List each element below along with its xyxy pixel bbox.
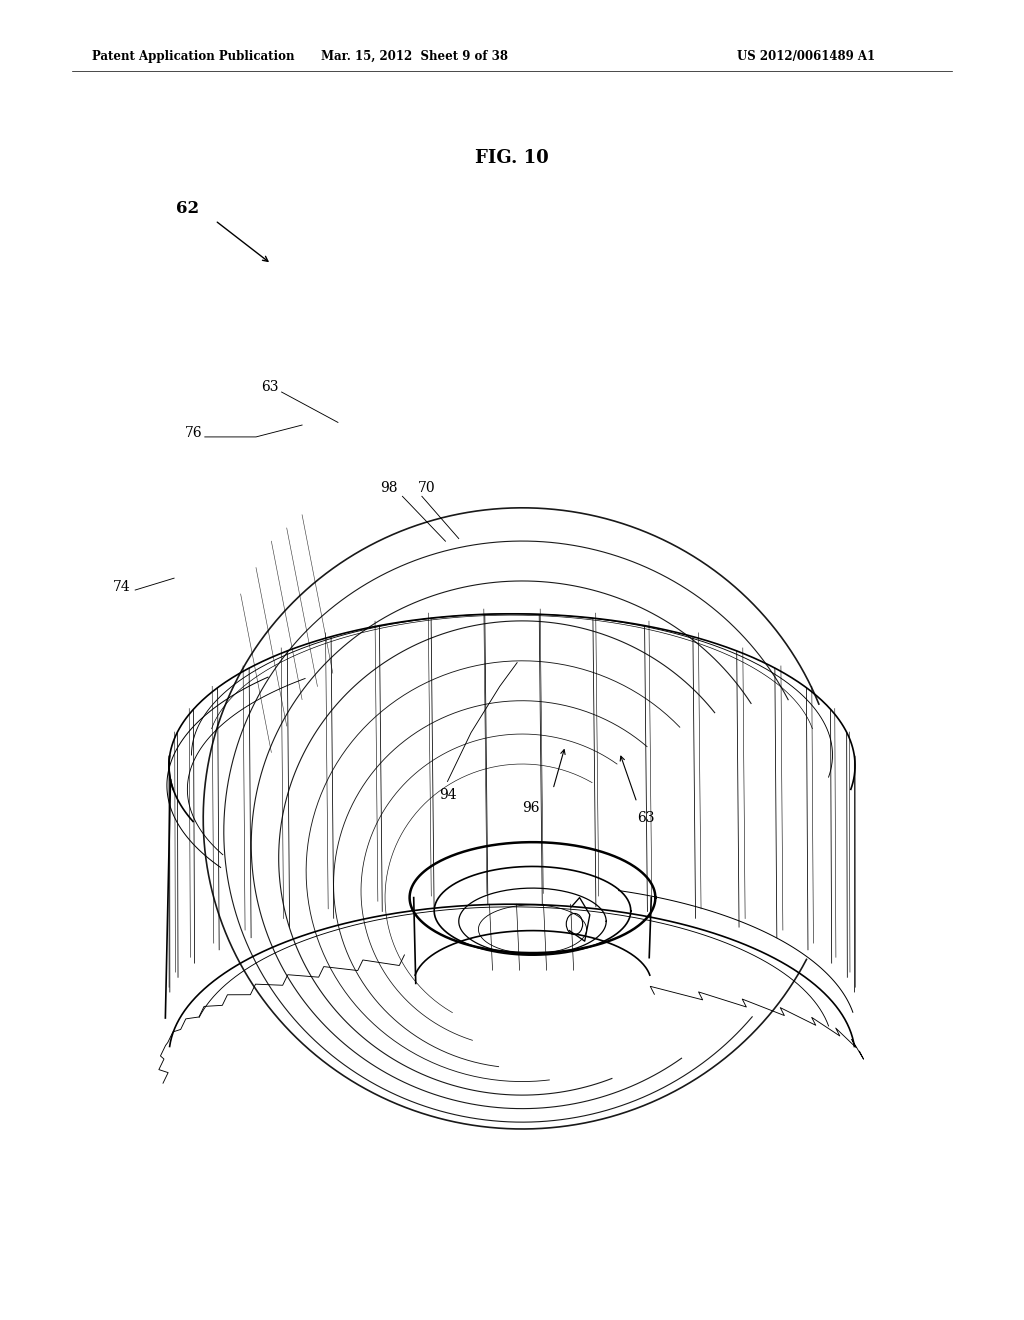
Text: Patent Application Publication: Patent Application Publication	[92, 50, 295, 63]
Text: 94: 94	[438, 788, 457, 801]
Text: FIG. 10: FIG. 10	[475, 149, 549, 168]
Text: Mar. 15, 2012  Sheet 9 of 38: Mar. 15, 2012 Sheet 9 of 38	[322, 50, 508, 63]
Text: 62: 62	[176, 201, 200, 216]
Text: 70: 70	[418, 482, 435, 495]
Text: 98: 98	[380, 482, 397, 495]
Text: US 2012/0061489 A1: US 2012/0061489 A1	[737, 50, 876, 63]
Text: 76: 76	[185, 426, 203, 440]
Text: 63: 63	[261, 380, 279, 393]
Text: 63: 63	[637, 812, 654, 825]
Text: 96: 96	[521, 801, 540, 814]
Text: 74: 74	[114, 581, 131, 594]
